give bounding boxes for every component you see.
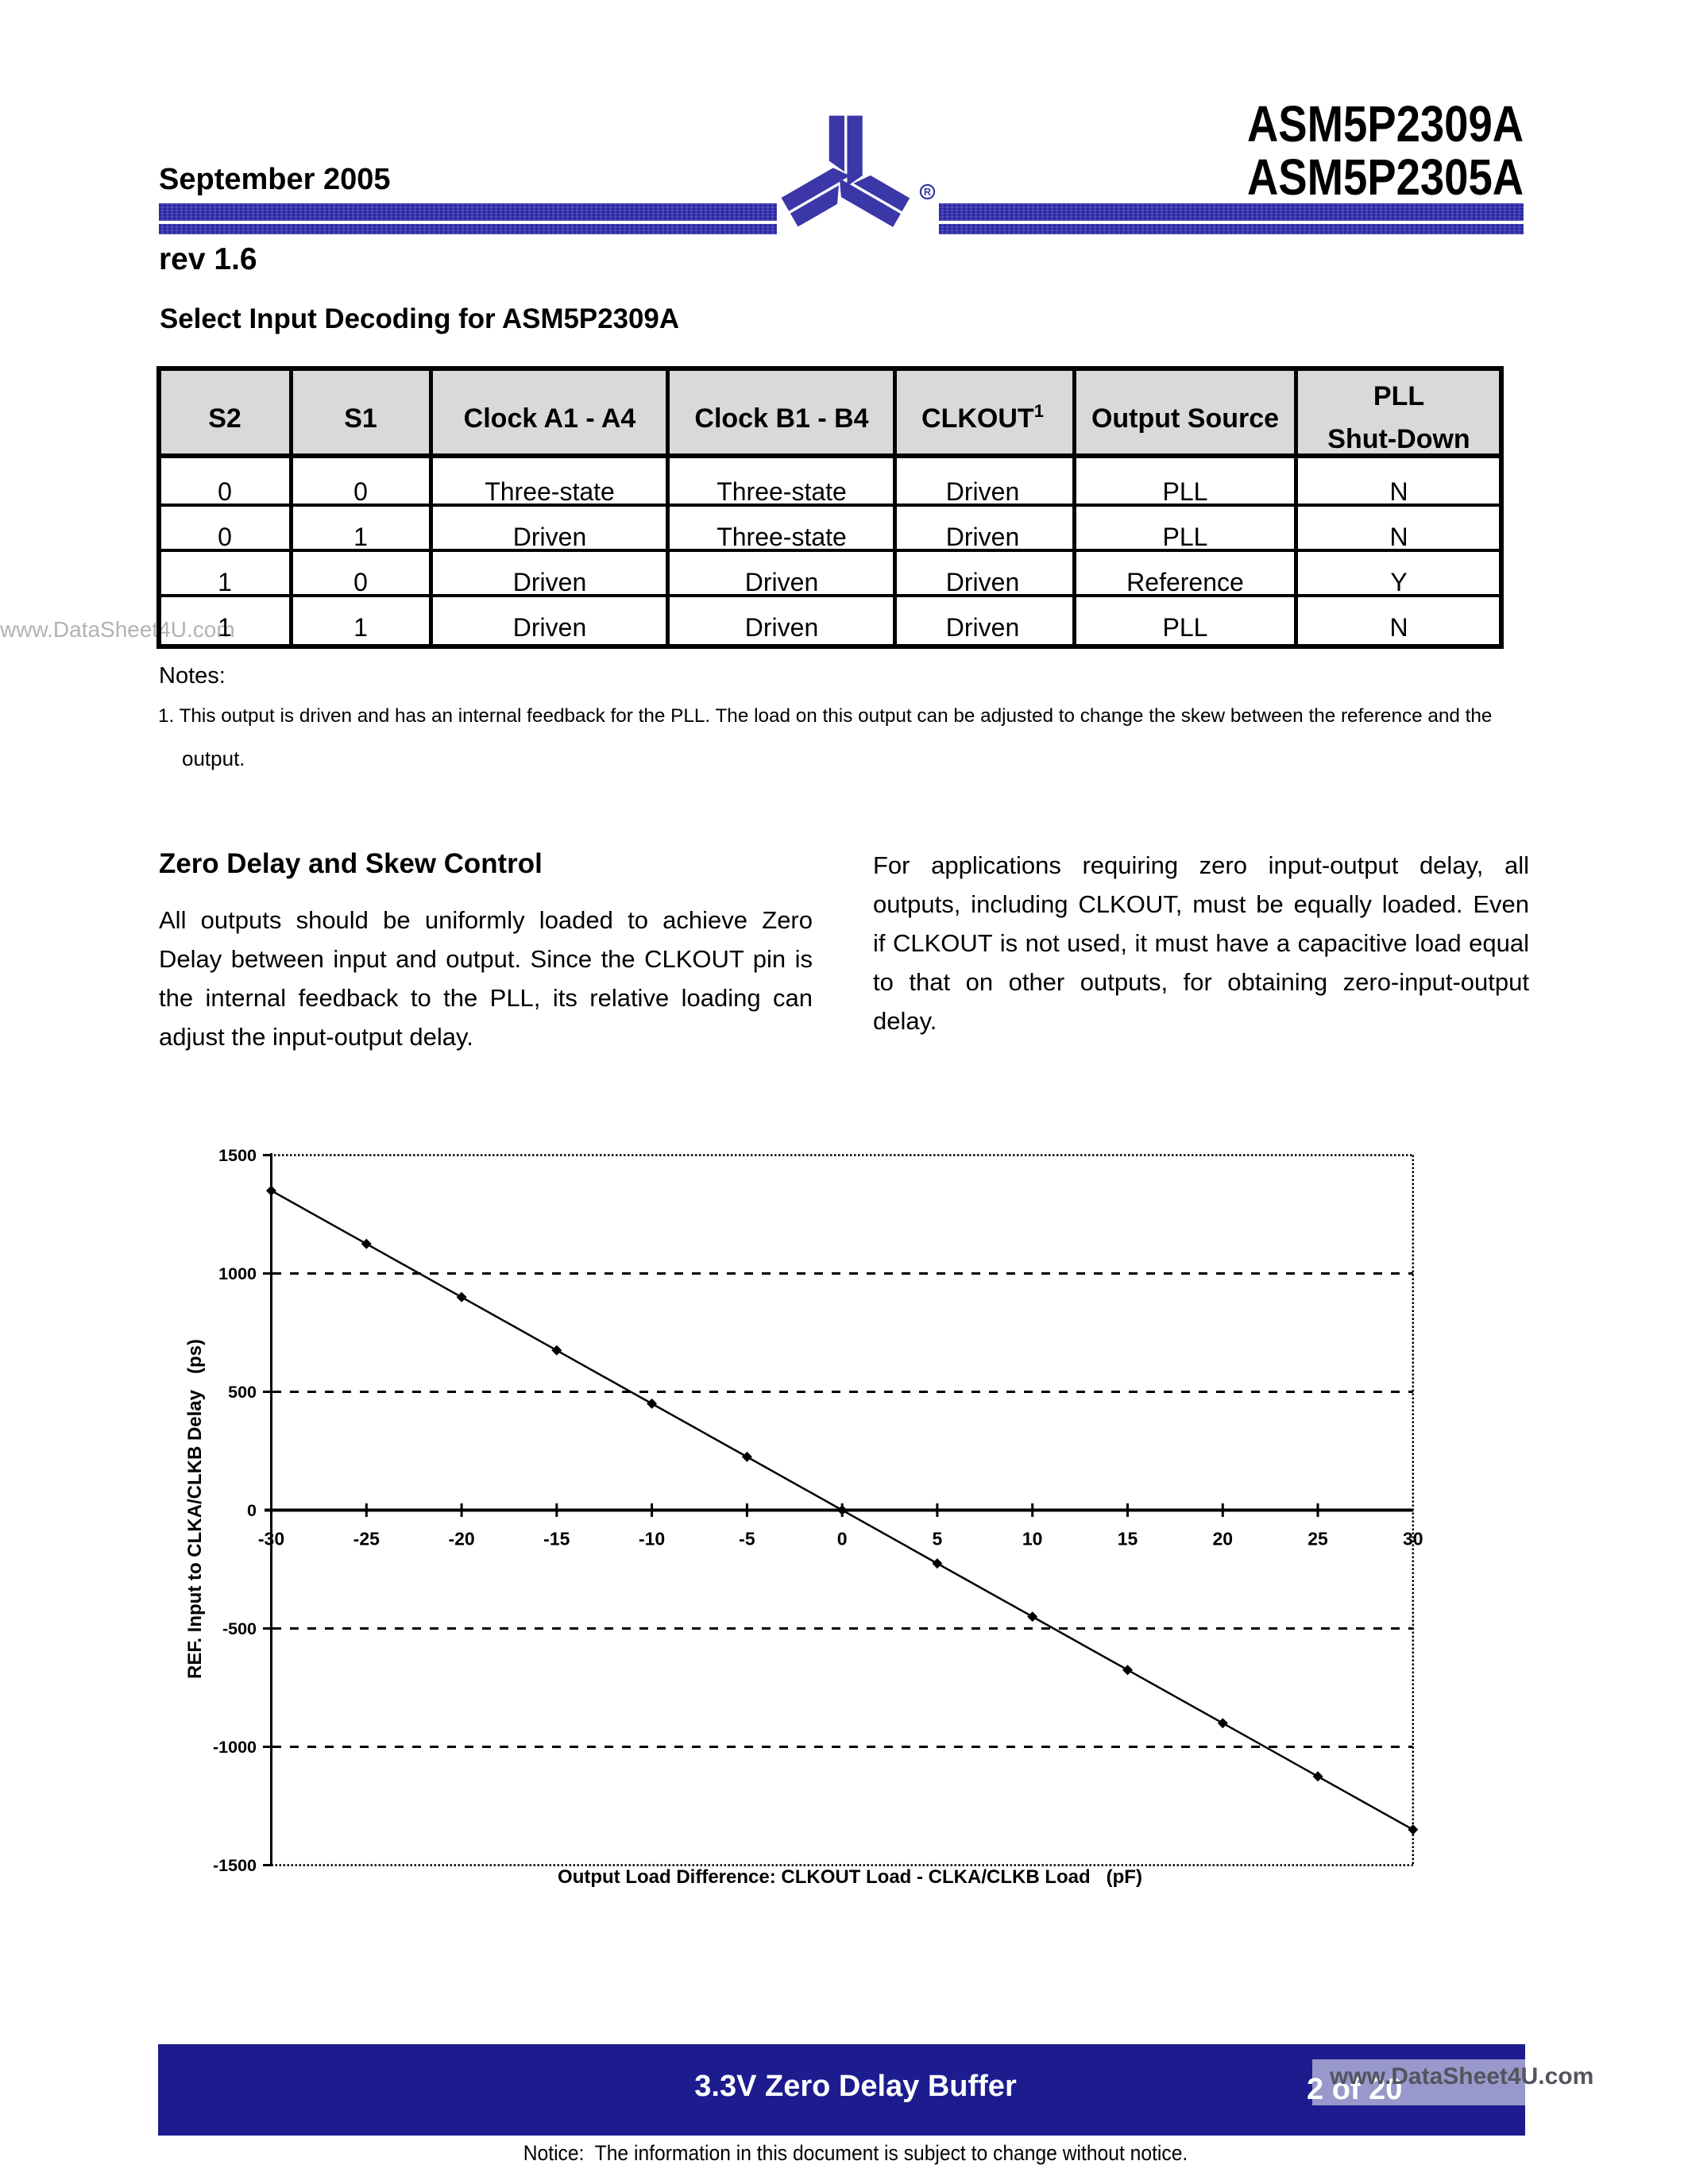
svg-text:-500: -500 (222, 1619, 257, 1638)
svg-text:5: 5 (933, 1529, 943, 1549)
svg-text:10: 10 (1022, 1529, 1043, 1549)
svg-text:R: R (924, 187, 931, 198)
svg-text:-15: -15 (543, 1529, 570, 1549)
svg-text:-10: -10 (639, 1529, 665, 1549)
svg-text:-30: -30 (258, 1529, 284, 1549)
svg-text:-1500: -1500 (213, 1856, 257, 1875)
svg-text:20: 20 (1213, 1529, 1234, 1549)
svg-text:-25: -25 (353, 1529, 380, 1549)
svg-text:REF. Input to CLKA/CLKB Delay: REF. Input to CLKA/CLKB Delay (ps) (184, 1339, 206, 1679)
svg-text:0: 0 (837, 1529, 848, 1549)
svg-text:15: 15 (1118, 1529, 1138, 1549)
svg-text:-20: -20 (448, 1529, 474, 1549)
svg-text:500: 500 (228, 1383, 257, 1402)
svg-text:0: 0 (247, 1501, 257, 1520)
svg-text:1500: 1500 (218, 1146, 257, 1165)
svg-text:25: 25 (1308, 1529, 1328, 1549)
svg-text:1000: 1000 (218, 1264, 257, 1283)
svg-text:-1000: -1000 (213, 1738, 257, 1757)
svg-text:Output Load Difference: CLKOUT: Output Load Difference: CLKOUT Load - CL… (558, 1866, 1142, 1888)
svg-text:30: 30 (1403, 1529, 1423, 1549)
svg-text:-5: -5 (739, 1529, 755, 1549)
